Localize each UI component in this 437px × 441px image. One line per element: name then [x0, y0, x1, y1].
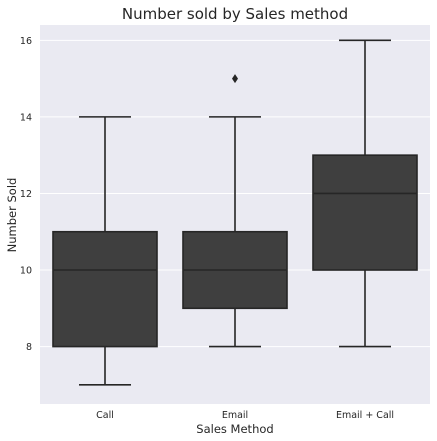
box-group-3 — [312, 39, 418, 348]
x-axis-ticks: Call Email Email + Call — [96, 410, 394, 421]
y-axis-label: Number Sold — [5, 178, 19, 253]
box-iqr-1 — [52, 230, 158, 348]
y-tick-label-14: 14 — [20, 112, 32, 123]
x-tick-label-3: Email + Call — [336, 410, 394, 421]
y-tick-label-10: 10 — [20, 266, 32, 277]
box-group-2 — [182, 74, 288, 348]
y-tick-label-8: 8 — [26, 342, 32, 353]
y-tick-label-16: 16 — [20, 36, 32, 47]
chart-title: Number sold by Sales method — [122, 5, 348, 23]
x-tick-label-1: Call — [96, 410, 114, 421]
y-axis-ticks: 8 10 12 14 16 — [20, 36, 32, 353]
x-tick-label-2: Email — [222, 410, 248, 421]
box-iqr-3 — [312, 154, 418, 271]
box-group-1 — [52, 116, 158, 386]
y-tick-label-12: 12 — [20, 189, 32, 200]
boxes-layer — [52, 39, 418, 386]
x-axis-label: Sales Method — [196, 422, 273, 436]
outlier-point-2-1 — [232, 74, 238, 84]
